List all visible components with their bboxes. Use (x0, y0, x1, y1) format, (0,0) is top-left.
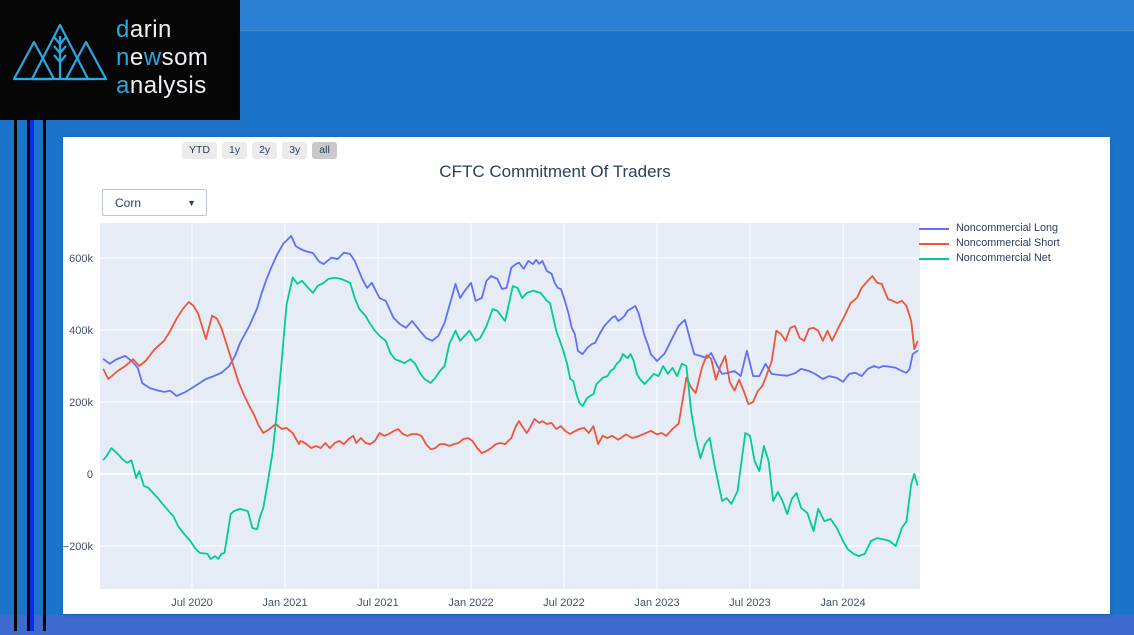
legend-line-swatch-short (919, 242, 949, 245)
svg-text:0: 0 (87, 469, 93, 481)
left-stripe-black-1 (14, 0, 17, 631)
logo-wordmark: darin newsom analysis (116, 16, 208, 100)
legend-label: Noncommercial Net (956, 252, 1051, 264)
svg-text:Jan 2023: Jan 2023 (634, 597, 679, 609)
legend-item-noncommercial-net[interactable]: Noncommercial Net (919, 253, 1060, 264)
mountain-wheat-logo-icon (12, 23, 108, 81)
svg-text:Jan 2021: Jan 2021 (262, 597, 307, 609)
commodity-dropdown[interactable]: Corn ▼ (102, 189, 207, 216)
logo-line-1: darin (116, 16, 172, 43)
range-button-all[interactable]: all (312, 142, 337, 159)
chart-legend: Noncommercial Long Noncommercial Short N… (919, 223, 1060, 268)
logo-line-2: newsom (116, 44, 209, 71)
commodity-dropdown-value: Corn (115, 195, 142, 210)
chevron-down-icon: ▼ (187, 197, 196, 208)
chart-title: CFTC Commitment Of Traders (439, 162, 671, 181)
svg-text:−200k: −200k (63, 541, 93, 553)
svg-text:200k: 200k (69, 397, 93, 409)
chart-card: YTD 1y 2y 3y all CFTC Commitment Of Trad… (63, 137, 1110, 614)
svg-text:Jul 2022: Jul 2022 (543, 597, 585, 609)
legend-item-noncommercial-short[interactable]: Noncommercial Short (919, 238, 1060, 249)
svg-text:Jul 2020: Jul 2020 (171, 597, 213, 609)
left-stripe-black-3 (43, 0, 46, 631)
svg-text:600k: 600k (69, 253, 93, 265)
legend-label: Noncommercial Short (956, 237, 1060, 249)
range-button-1y[interactable]: 1y (222, 142, 248, 159)
range-button-3y[interactable]: 3y (282, 142, 308, 159)
svg-text:Jan 2024: Jan 2024 (820, 597, 865, 609)
legend-line-swatch-net (919, 257, 949, 260)
range-button-2y[interactable]: 2y (252, 142, 278, 159)
legend-item-noncommercial-long[interactable]: Noncommercial Long (919, 223, 1060, 234)
left-stripe-black-2 (27, 0, 30, 631)
svg-text:Jul 2021: Jul 2021 (357, 597, 399, 609)
logo-line-3: analysis (116, 72, 207, 99)
svg-text:Jan 2022: Jan 2022 (448, 597, 493, 609)
left-stripe-blue (30, 0, 34, 631)
range-selector: YTD 1y 2y 3y all (182, 142, 337, 159)
svg-text:400k: 400k (69, 325, 93, 337)
chart-plot-area[interactable]: −200k 0 200k 400k 600k Jul 2020 Jan 2021 Jul 20… (63, 217, 1110, 615)
svg-text:Jul 2023: Jul 2023 (729, 597, 771, 609)
range-button-ytd[interactable]: YTD (182, 142, 217, 159)
footer-bar (0, 615, 1134, 635)
site-logo[interactable]: darin newsom analysis (0, 0, 240, 120)
legend-label: Noncommercial Long (956, 222, 1059, 234)
legend-line-swatch-long (919, 227, 949, 230)
